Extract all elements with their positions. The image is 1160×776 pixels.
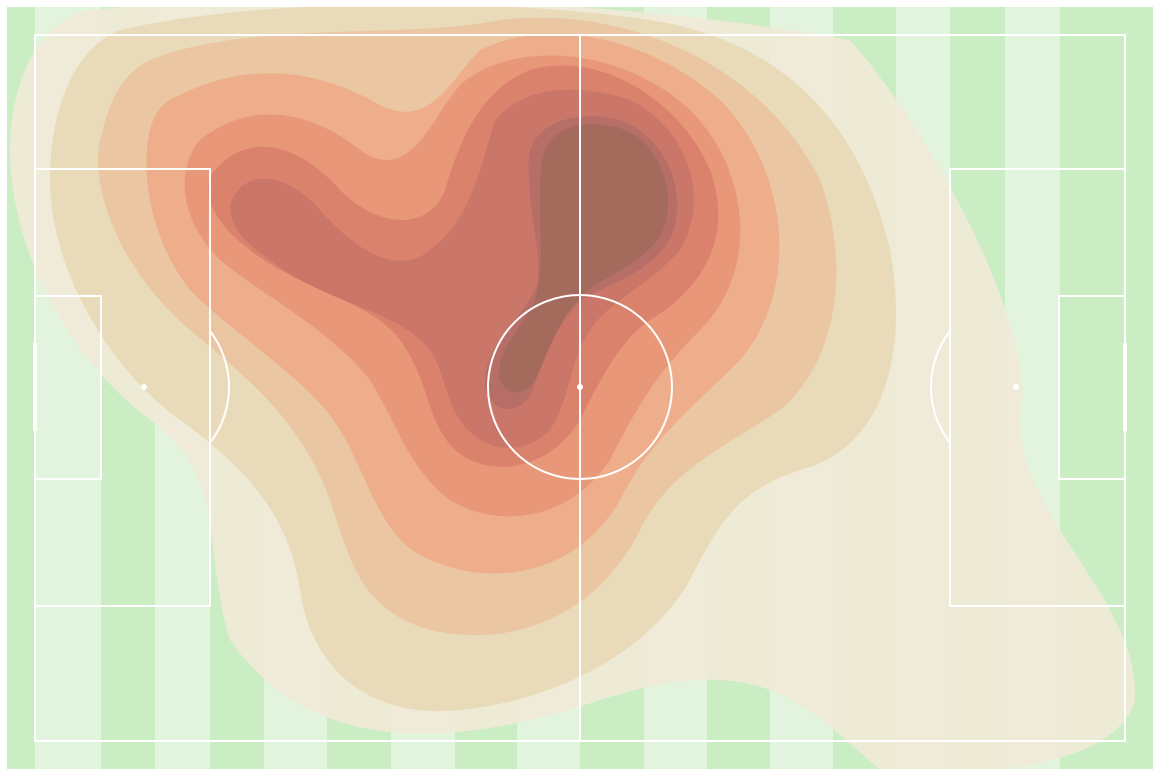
right-penalty-spot — [1013, 384, 1019, 390]
left-penalty-spot — [141, 384, 147, 390]
right-penalty-arc — [929, 330, 951, 444]
center-spot — [577, 384, 583, 390]
center-circle — [487, 294, 673, 480]
left-penalty-arc — [209, 330, 231, 444]
heatmap-layer — [10, 7, 1136, 769]
heat-level-9 — [499, 124, 669, 393]
